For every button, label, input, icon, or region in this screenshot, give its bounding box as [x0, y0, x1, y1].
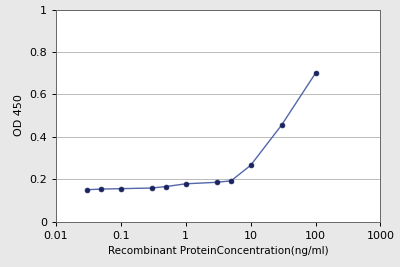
Y-axis label: OD 450: OD 450: [14, 95, 24, 136]
X-axis label: Recombinant ProteinConcentration(ng/ml): Recombinant ProteinConcentration(ng/ml): [108, 246, 328, 256]
